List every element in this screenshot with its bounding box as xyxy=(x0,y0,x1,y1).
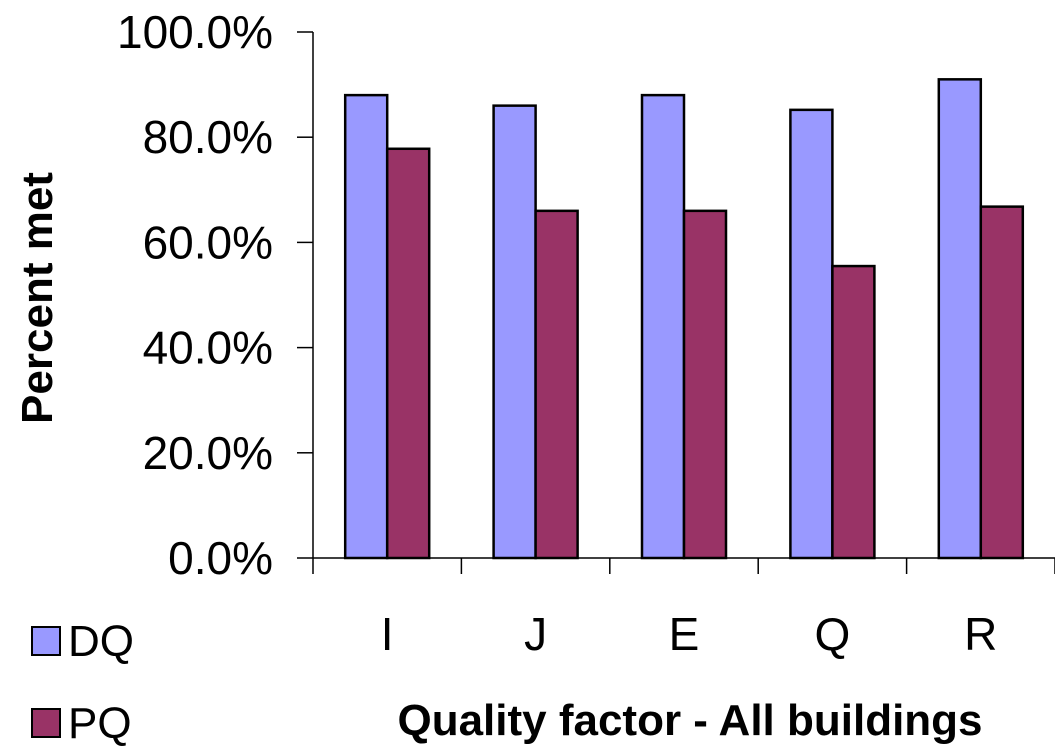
bar-pq-q xyxy=(831,264,876,560)
bar-pq-j xyxy=(534,209,579,560)
x-tick-label: I xyxy=(381,608,394,660)
y-axis-ticks: 0.0% 20.0% 40.0% 60.0% 80.0% 100.0% xyxy=(117,6,313,584)
bar-dq-q xyxy=(789,108,834,560)
x-tick-label: Q xyxy=(815,608,851,660)
y-tick-label: 20.0% xyxy=(143,427,273,479)
bars xyxy=(343,78,1025,560)
x-tick-label: R xyxy=(964,608,997,660)
y-axis-title: Percent met xyxy=(13,172,62,424)
bar-pq-r xyxy=(979,205,1025,560)
bar-dq-i xyxy=(343,93,389,560)
bar-dq-r xyxy=(937,78,983,560)
legend-label-pq: PQ xyxy=(68,699,132,747)
y-tick-label: 80.0% xyxy=(143,111,273,163)
bar-dq-e xyxy=(640,93,686,560)
y-tick-label: 40.0% xyxy=(143,322,273,374)
x-tick-label: J xyxy=(524,608,547,660)
bar-dq-j xyxy=(492,104,537,560)
bar-pq-e xyxy=(682,209,728,560)
legend: DQ PQ xyxy=(31,617,134,747)
y-tick-label: 60.0% xyxy=(143,216,273,268)
bar-pq-i xyxy=(385,147,431,560)
x-axis-title: Quality factor - All buildings xyxy=(397,696,982,745)
legend-swatch-pq xyxy=(31,708,61,738)
y-tick-label: 100.0% xyxy=(117,6,273,58)
y-tick-label: 0.0% xyxy=(168,532,273,584)
x-tick-label: E xyxy=(669,608,700,660)
legend-label-dq: DQ xyxy=(68,617,134,666)
legend-swatch-dq xyxy=(31,626,61,656)
